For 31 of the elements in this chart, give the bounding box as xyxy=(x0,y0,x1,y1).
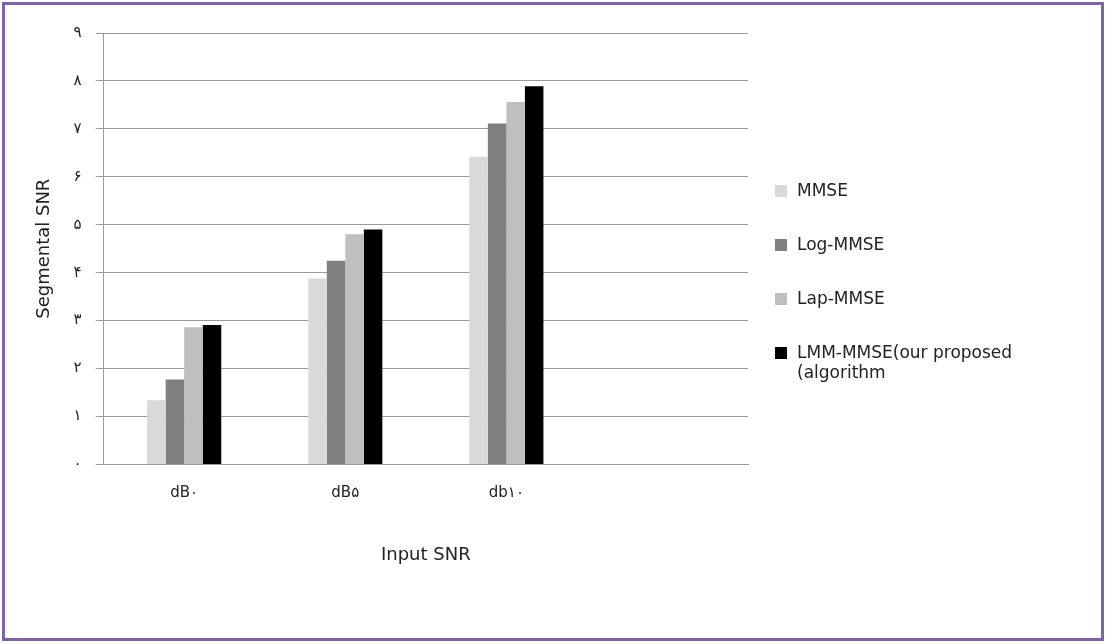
bar xyxy=(487,123,507,464)
y-tick-label: ۸ xyxy=(73,70,82,89)
y-tick-label: ۰ xyxy=(73,454,82,473)
y-tick-label: ۲ xyxy=(73,358,82,377)
y-tick-label: ۴ xyxy=(73,262,82,281)
legend-label: Log-MMSE xyxy=(797,234,886,254)
bar xyxy=(184,327,203,464)
bar xyxy=(524,86,544,464)
x-axis-title: Input SNR xyxy=(380,542,471,564)
x-tick-label: dB۵ xyxy=(331,483,360,502)
x-tick-label: dB۰ xyxy=(170,483,199,502)
legend-label: MMSE xyxy=(797,180,849,200)
y-tick-label: ۶ xyxy=(73,166,82,185)
legend-label: LMM-MMSE(our proposed (algorithm xyxy=(797,342,1014,382)
bar xyxy=(308,278,327,464)
y-axis-title: Segmental SNR xyxy=(32,178,54,319)
bar xyxy=(165,379,185,464)
x-tick-label: db۱۰ xyxy=(488,483,524,502)
y-tick-label: ۵ xyxy=(73,214,82,233)
bar xyxy=(345,234,364,464)
bar xyxy=(326,260,346,464)
y-tick-label: ۹ xyxy=(73,22,82,41)
bar xyxy=(202,324,222,464)
y-tick-label: ۷ xyxy=(73,118,82,137)
bar xyxy=(469,156,488,464)
bar xyxy=(506,102,525,464)
bar xyxy=(363,229,383,464)
legend-label: Lap-MMSE xyxy=(797,288,886,308)
bar xyxy=(147,400,166,464)
y-tick-label: ۳ xyxy=(73,310,82,329)
y-tick-label: ۱ xyxy=(73,406,82,425)
